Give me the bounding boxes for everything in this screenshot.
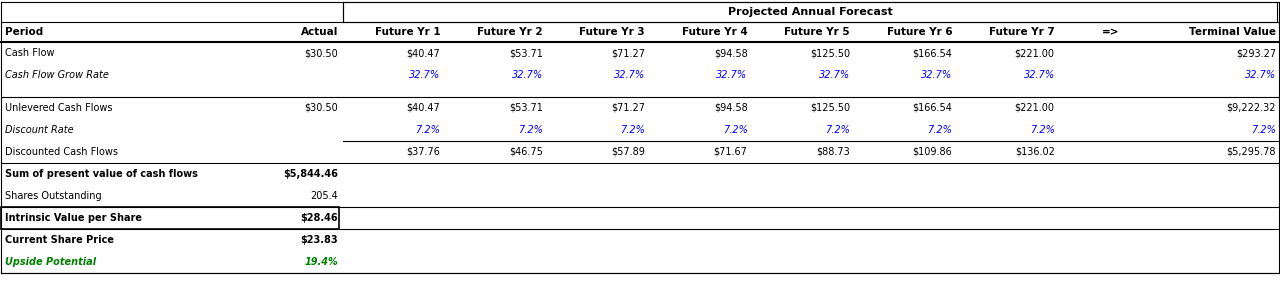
Text: 7.2%: 7.2% — [1252, 125, 1276, 135]
Text: 32.7%: 32.7% — [717, 70, 748, 80]
Text: Terminal Value: Terminal Value — [1189, 27, 1276, 37]
Text: Actual: Actual — [301, 27, 338, 37]
Text: Future Yr 3: Future Yr 3 — [580, 27, 645, 37]
Text: 7.2%: 7.2% — [621, 125, 645, 135]
Text: $221.00: $221.00 — [1015, 48, 1055, 58]
Text: $9,222.32: $9,222.32 — [1226, 103, 1276, 113]
Text: Discount Rate: Discount Rate — [5, 125, 74, 135]
Text: Shares Outstanding: Shares Outstanding — [5, 191, 101, 201]
Text: 19.4%: 19.4% — [305, 257, 338, 267]
Text: Future Yr 6: Future Yr 6 — [887, 27, 952, 37]
Text: Future Yr 7: Future Yr 7 — [989, 27, 1055, 37]
Text: $46.75: $46.75 — [509, 147, 543, 157]
Text: $166.54: $166.54 — [913, 48, 952, 58]
Text: Period: Period — [5, 27, 44, 37]
Text: Future Yr 1: Future Yr 1 — [375, 27, 440, 37]
Text: Projected Annual Forecast: Projected Annual Forecast — [728, 7, 892, 17]
Bar — [1, 207, 339, 229]
Text: 7.2%: 7.2% — [826, 125, 850, 135]
Text: $125.50: $125.50 — [810, 103, 850, 113]
Text: 32.7%: 32.7% — [410, 70, 440, 80]
Text: Future Yr 2: Future Yr 2 — [477, 27, 543, 37]
Text: Cash Flow Grow Rate: Cash Flow Grow Rate — [5, 70, 109, 80]
Text: $125.50: $125.50 — [810, 48, 850, 58]
Text: 32.7%: 32.7% — [614, 70, 645, 80]
Text: Future Yr 5: Future Yr 5 — [785, 27, 850, 37]
Text: $94.58: $94.58 — [714, 48, 748, 58]
Text: 7.2%: 7.2% — [928, 125, 952, 135]
Text: $5,844.46: $5,844.46 — [283, 169, 338, 179]
Text: 32.7%: 32.7% — [1245, 70, 1276, 80]
Text: 205.4: 205.4 — [310, 191, 338, 201]
Text: Discounted Cash Flows: Discounted Cash Flows — [5, 147, 118, 157]
Text: 7.2%: 7.2% — [723, 125, 748, 135]
Text: $40.47: $40.47 — [407, 103, 440, 113]
Text: Cash Flow: Cash Flow — [5, 48, 55, 58]
Text: Unlevered Cash Flows: Unlevered Cash Flows — [5, 103, 113, 113]
Text: 32.7%: 32.7% — [1024, 70, 1055, 80]
Text: $53.71: $53.71 — [509, 48, 543, 58]
Text: $30.50: $30.50 — [305, 103, 338, 113]
Text: =>: => — [1102, 27, 1120, 37]
Text: Intrinsic Value per Share: Intrinsic Value per Share — [5, 213, 142, 223]
Text: Upside Potential: Upside Potential — [5, 257, 96, 267]
Text: Future Yr 4: Future Yr 4 — [682, 27, 748, 37]
Text: Current Share Price: Current Share Price — [5, 235, 114, 245]
Text: $166.54: $166.54 — [913, 103, 952, 113]
Text: 32.7%: 32.7% — [819, 70, 850, 80]
Text: $57.89: $57.89 — [612, 147, 645, 157]
Text: 7.2%: 7.2% — [518, 125, 543, 135]
Text: $37.76: $37.76 — [407, 147, 440, 157]
Text: $136.02: $136.02 — [1015, 147, 1055, 157]
Text: 32.7%: 32.7% — [512, 70, 543, 80]
Text: $71.67: $71.67 — [714, 147, 748, 157]
Text: $94.58: $94.58 — [714, 103, 748, 113]
Text: $40.47: $40.47 — [407, 48, 440, 58]
Text: 7.2%: 7.2% — [416, 125, 440, 135]
Text: Sum of present value of cash flows: Sum of present value of cash flows — [5, 169, 198, 179]
Text: $30.50: $30.50 — [305, 48, 338, 58]
Text: $109.86: $109.86 — [913, 147, 952, 157]
Text: $28.46: $28.46 — [301, 213, 338, 223]
Text: $88.73: $88.73 — [817, 147, 850, 157]
Bar — [343, 2, 1277, 22]
Text: $53.71: $53.71 — [509, 103, 543, 113]
Text: $23.83: $23.83 — [301, 235, 338, 245]
Text: $293.27: $293.27 — [1236, 48, 1276, 58]
Text: $5,295.78: $5,295.78 — [1226, 147, 1276, 157]
Text: $71.27: $71.27 — [611, 48, 645, 58]
Text: 7.2%: 7.2% — [1030, 125, 1055, 135]
Text: $221.00: $221.00 — [1015, 103, 1055, 113]
Text: 32.7%: 32.7% — [922, 70, 952, 80]
Text: $71.27: $71.27 — [611, 103, 645, 113]
